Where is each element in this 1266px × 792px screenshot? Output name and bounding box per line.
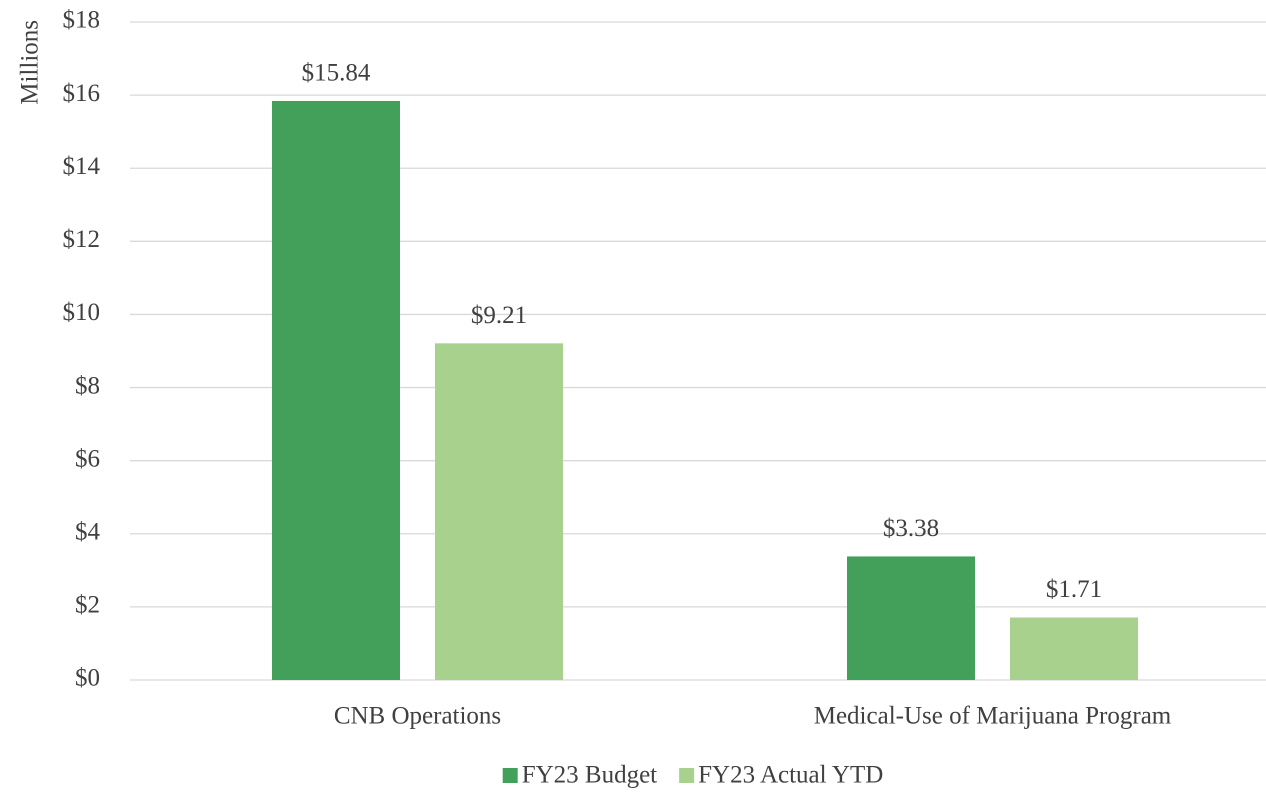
- y-tick-label: $2: [75, 592, 100, 619]
- y-tick-label: $18: [63, 7, 101, 34]
- y-tick-label: $10: [63, 299, 101, 326]
- y-tick-label: $4: [75, 519, 101, 546]
- bar: [435, 343, 563, 680]
- x-tick-label: Medical-Use of Marijuana Program: [814, 703, 1172, 730]
- data-label: $1.71: [1046, 576, 1102, 603]
- legend-label: FY23 Budget: [522, 762, 657, 789]
- x-tick-label: CNB Operations: [334, 703, 501, 730]
- bar: [272, 100, 400, 680]
- bar: [847, 556, 975, 680]
- y-tick-label: $6: [75, 445, 100, 472]
- data-label: $3.38: [883, 515, 939, 542]
- y-tick-label: $8: [75, 372, 100, 399]
- y-tick-label: $14: [63, 153, 101, 180]
- bar: [1010, 617, 1138, 680]
- data-label: $9.21: [471, 302, 527, 329]
- y-tick-label: $0: [75, 665, 100, 692]
- y-axis-title: Millions: [17, 20, 44, 105]
- legend-label: FY23 Actual YTD: [698, 762, 883, 789]
- legend-swatch: [502, 768, 518, 783]
- data-label: $15.84: [302, 60, 371, 87]
- y-tick-label: $16: [63, 80, 101, 107]
- y-tick-label: $12: [63, 226, 101, 253]
- legend-swatch: [679, 768, 695, 783]
